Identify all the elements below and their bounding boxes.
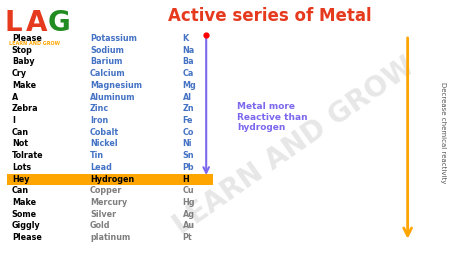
Text: Ca: Ca: [182, 69, 194, 78]
Text: Cu: Cu: [182, 186, 194, 195]
Text: Cobalt: Cobalt: [90, 128, 119, 137]
Text: Sodium: Sodium: [90, 46, 124, 55]
Text: Ag: Ag: [182, 210, 194, 219]
Text: Fe: Fe: [182, 116, 193, 125]
Text: Metal more
Reactive than
hydrogen: Metal more Reactive than hydrogen: [237, 102, 308, 132]
Text: Decrease chemical reactivity: Decrease chemical reactivity: [440, 82, 446, 184]
Bar: [7, 174, 213, 185]
Text: Pt: Pt: [182, 233, 192, 242]
Text: Copper: Copper: [90, 186, 122, 195]
Text: Zinc: Zinc: [90, 104, 109, 113]
Text: A: A: [12, 93, 18, 102]
Text: Not: Not: [12, 139, 28, 148]
Text: Hey: Hey: [12, 174, 29, 184]
Text: Na: Na: [182, 46, 195, 55]
Text: L: L: [5, 9, 22, 37]
Text: Gold: Gold: [90, 221, 110, 230]
Text: Lead: Lead: [90, 163, 112, 172]
Text: Nickel: Nickel: [90, 139, 118, 148]
Text: Iron: Iron: [90, 116, 109, 125]
Text: Make: Make: [12, 81, 36, 90]
Text: Ba: Ba: [182, 57, 194, 66]
Text: Can: Can: [12, 186, 29, 195]
Text: Make: Make: [12, 198, 36, 207]
Text: A: A: [26, 9, 47, 37]
Text: I: I: [12, 116, 15, 125]
Text: Zn: Zn: [182, 104, 194, 113]
Text: Mercury: Mercury: [90, 198, 128, 207]
Text: Zebra: Zebra: [12, 104, 38, 113]
Text: K: K: [182, 34, 189, 43]
Text: Mg: Mg: [182, 81, 196, 90]
Text: Baby: Baby: [12, 57, 35, 66]
Text: Hg: Hg: [182, 198, 195, 207]
Text: H: H: [182, 174, 189, 184]
Text: Calcium: Calcium: [90, 69, 126, 78]
Text: Tin: Tin: [90, 151, 104, 160]
Text: Au: Au: [182, 221, 194, 230]
Text: Silver: Silver: [90, 210, 116, 219]
Text: Can: Can: [12, 128, 29, 137]
Text: Pb: Pb: [182, 163, 194, 172]
Text: Cry: Cry: [12, 69, 27, 78]
Text: Some: Some: [12, 210, 37, 219]
Text: LEARN AND GROW: LEARN AND GROW: [9, 41, 61, 46]
Text: Hydrogen: Hydrogen: [90, 174, 134, 184]
Text: Barium: Barium: [90, 57, 122, 66]
Text: Please: Please: [12, 233, 42, 242]
Text: Active series of Metal: Active series of Metal: [168, 7, 372, 25]
Text: Potassium: Potassium: [90, 34, 137, 43]
Text: Sn: Sn: [182, 151, 194, 160]
Text: Magnesium: Magnesium: [90, 81, 142, 90]
Text: Co: Co: [182, 128, 194, 137]
Text: platinum: platinum: [90, 233, 130, 242]
Text: Giggly: Giggly: [12, 221, 41, 230]
Text: Lots: Lots: [12, 163, 31, 172]
Text: Al: Al: [182, 93, 191, 102]
Text: Stop: Stop: [12, 46, 33, 55]
Text: Tolrate: Tolrate: [12, 151, 44, 160]
Text: Please: Please: [12, 34, 42, 43]
Text: Aluminum: Aluminum: [90, 93, 136, 102]
Text: LEARN AND GROW: LEARN AND GROW: [168, 52, 419, 240]
Text: Ni: Ni: [182, 139, 192, 148]
Text: G: G: [47, 9, 70, 37]
